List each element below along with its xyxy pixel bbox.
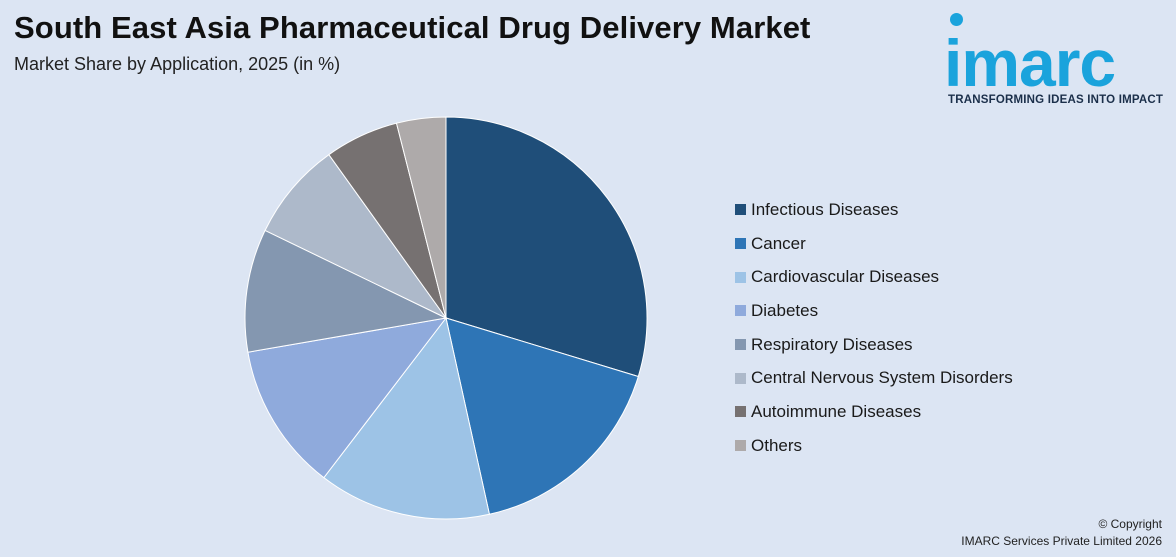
pie-chart — [244, 116, 648, 520]
legend-item: Others — [735, 429, 1013, 463]
legend-label: Diabetes — [751, 300, 819, 320]
legend-label: Cancer — [751, 233, 806, 253]
imarc-logo: imarc TRANSFORMING IDEAS INTO IMPACT — [944, 12, 1172, 112]
logo-tagline: TRANSFORMING IDEAS INTO IMPACT — [948, 94, 1164, 106]
chart-title: South East Asia Pharmaceutical Drug Deli… — [14, 10, 811, 45]
legend-swatch — [735, 372, 746, 384]
legend-label: Infectious Diseases — [751, 199, 899, 219]
chart-legend: Infectious Diseases Cancer Cardiovascular … — [735, 193, 1013, 463]
legend-item: Infectious Diseases — [735, 193, 1013, 227]
legend-label: Autoimmune Diseases — [751, 401, 922, 421]
legend-swatch — [735, 440, 746, 452]
legend-item: Diabetes — [735, 294, 1013, 328]
pie-slice-central-nervous-system-disorders — [264, 153, 447, 319]
legend-swatch — [735, 238, 746, 250]
pie-slice-cancer — [445, 317, 639, 515]
chart-subtitle: Market Share by Application, 2025 (in %) — [14, 54, 341, 74]
pie-slice-respiratory-diseases — [244, 229, 448, 353]
copyright-line-1: © Copyright — [1098, 517, 1162, 531]
logo-wordmark: imarc — [944, 26, 1116, 100]
legend-swatch — [735, 406, 746, 418]
logo-dot — [950, 13, 963, 26]
legend-item: Central Nervous System Disorders — [735, 361, 1013, 395]
legend-label: Others — [751, 435, 803, 455]
pie-slice-diabetes — [247, 317, 448, 479]
legend-item: Respiratory Diseases — [735, 328, 1013, 362]
legend-label: Cardiovascular Diseases — [751, 267, 940, 287]
legend-item: Autoimmune Diseases — [735, 395, 1013, 429]
legend-swatch — [735, 305, 746, 317]
copyright-line-2: IMARC Services Private Limited 2026 — [961, 534, 1162, 548]
pie-slice-others — [395, 116, 447, 319]
legend-label: Central Nervous System Disorders — [751, 368, 1013, 388]
legend-item: Cancer — [735, 227, 1013, 261]
legend-label: Respiratory Diseases — [751, 334, 913, 354]
legend-swatch — [735, 271, 746, 283]
pie-slice-cardiovascular-diseases — [323, 316, 491, 520]
legend-item: Cardiovascular Diseases — [735, 260, 1013, 294]
copyright-notice: © Copyright IMARC Services Private Limit… — [961, 516, 1162, 550]
pie-slice-infectious-diseases — [445, 116, 648, 378]
legend-swatch — [735, 339, 746, 351]
legend-swatch — [735, 204, 746, 216]
